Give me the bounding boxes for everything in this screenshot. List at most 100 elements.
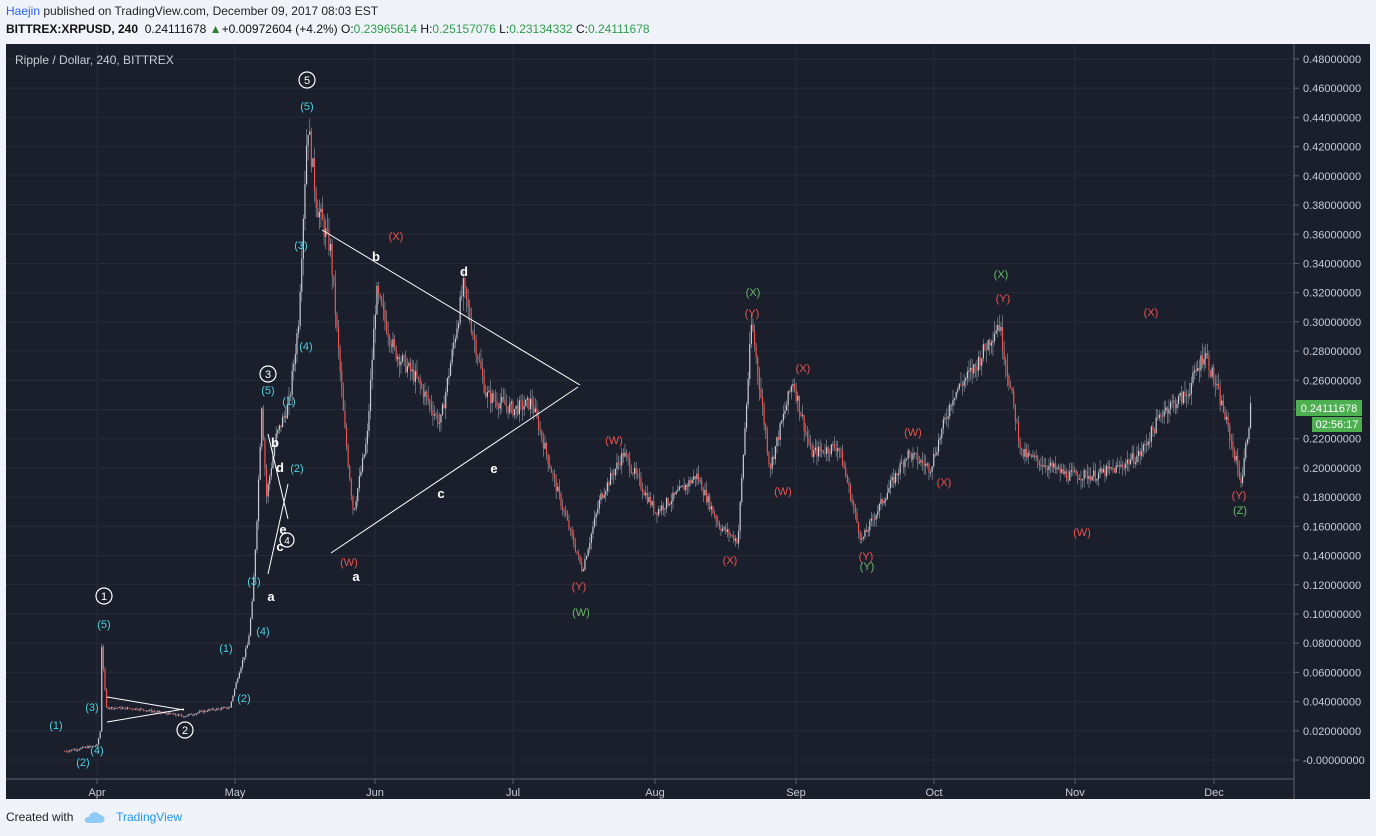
candle-body (69, 750, 71, 752)
small-triangle-lower-line[interactable] (106, 708, 185, 723)
candle-body (1117, 465, 1119, 467)
may-triangle-line[interactable] (267, 433, 289, 520)
candle-body (841, 450, 844, 467)
candle-body (302, 218, 304, 259)
candle-body (1109, 467, 1111, 469)
price-chart[interactable]: 0.48000000 0.46000000 0.44000000 0.42000000… (6, 44, 1370, 799)
candle-body (798, 395, 800, 413)
tradingview-link[interactable]: TradingView (116, 810, 183, 824)
triangle-lower-line[interactable] (330, 386, 579, 554)
candle-body (273, 445, 276, 456)
candle-body (469, 306, 471, 321)
candle-body (1081, 479, 1084, 481)
price-tick-label: 0.46000000 (1303, 83, 1361, 95)
candle-body (953, 398, 956, 400)
candle-body (1091, 476, 1093, 481)
candle-body (686, 484, 688, 487)
candle-body (145, 710, 148, 712)
price-change: +0.00972604 (+4.2%) (221, 22, 338, 36)
candle-body (1125, 463, 1127, 469)
candle-body (531, 398, 533, 406)
candle-body (67, 751, 69, 753)
candle-body (280, 425, 282, 428)
candle-body (710, 506, 712, 510)
candle-body (513, 408, 516, 416)
candle-body (198, 711, 200, 713)
candle-body (961, 384, 964, 386)
candle-body (301, 258, 303, 292)
candle-body (291, 370, 293, 395)
candle-body (331, 243, 333, 276)
last-price: 0.24111678 (144, 22, 207, 36)
candle-body (774, 446, 776, 460)
candle-body (1203, 359, 1205, 365)
time-axis[interactable]: Apr May Jun Jul Aug Sep Oct Nov Dec (88, 779, 1224, 799)
candle-body (373, 328, 375, 360)
candle-body (547, 454, 549, 464)
candle-body (1113, 468, 1116, 473)
candle-body (717, 520, 719, 524)
candle-body (296, 333, 298, 355)
footer: Created with TradingView (6, 810, 182, 824)
candle-body (99, 731, 101, 739)
may-triangle-line-2[interactable] (267, 483, 289, 575)
candle-body (918, 462, 920, 464)
candle-body (379, 294, 381, 298)
last-price-badge (1296, 400, 1362, 416)
candle-body (323, 220, 325, 237)
candle-body (1141, 451, 1143, 456)
candle-body (193, 714, 196, 716)
candle-body (787, 391, 789, 406)
candle-body (1237, 456, 1239, 468)
candle-body (318, 211, 320, 218)
candle-body (1185, 395, 1188, 397)
candle-body (518, 400, 520, 415)
chart-panel[interactable]: 0.48000000 0.46000000 0.44000000 0.42000000… (6, 44, 1370, 799)
candle-body (667, 498, 669, 505)
candle-body (275, 433, 277, 446)
candle-body (203, 710, 205, 713)
candle-body (512, 401, 514, 416)
low-label: L: (499, 22, 510, 36)
candle-body (349, 466, 351, 481)
candle-body (406, 366, 408, 373)
candle-body (694, 476, 696, 480)
candle-body (657, 509, 660, 516)
candle-body (398, 356, 400, 366)
created-with-text: Created with (6, 810, 74, 824)
wave-letter: a (352, 569, 360, 584)
candle-body (1102, 469, 1104, 473)
author-link[interactable]: Haejin (6, 4, 41, 18)
candle-body (557, 486, 559, 492)
candle-body (1120, 464, 1122, 467)
candle-body (646, 492, 648, 502)
candle-body (883, 501, 885, 504)
candle-body (752, 324, 754, 331)
candle-body (990, 342, 992, 346)
candle-body (342, 389, 344, 411)
candle-body (437, 414, 439, 424)
small-triangle-upper-line[interactable] (106, 696, 185, 711)
candle-body (125, 707, 127, 710)
candle-body (665, 498, 668, 509)
candle-body (1118, 465, 1120, 467)
candle-body (753, 330, 756, 347)
candle-body (104, 668, 106, 690)
candle-body (523, 406, 525, 410)
time-tick-label: May (225, 787, 246, 799)
candle-body (681, 485, 684, 487)
candle-body (565, 511, 567, 516)
candle-body (462, 278, 464, 297)
candle-body (913, 453, 916, 454)
candle-body (669, 504, 671, 505)
candle-body (1169, 402, 1172, 410)
candle-body (749, 343, 751, 380)
candle-body (232, 695, 234, 702)
candle-body (366, 430, 368, 445)
candle-body (595, 513, 597, 518)
price-tick-label: 0.10000000 (1303, 609, 1361, 621)
candle-body (849, 485, 852, 501)
triangle-upper-line[interactable] (321, 229, 581, 386)
candle-body (573, 535, 575, 545)
candle-body (1246, 439, 1248, 444)
